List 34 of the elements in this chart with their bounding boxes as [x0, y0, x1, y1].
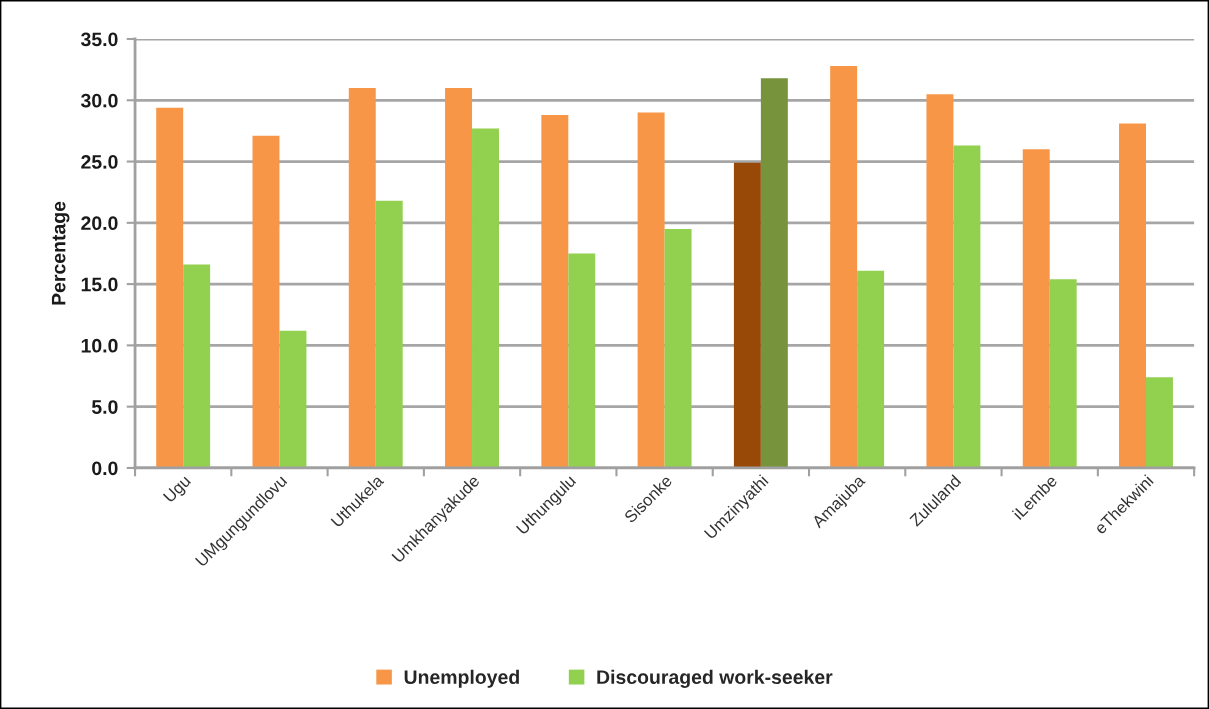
bar	[760, 78, 788, 468]
bar	[637, 112, 665, 468]
y-tick-label: 25.0	[81, 155, 118, 169]
bar	[183, 264, 211, 468]
y-tick-label: 20.0	[81, 216, 118, 231]
bar	[252, 135, 280, 468]
bar	[348, 88, 376, 468]
bar	[279, 330, 307, 468]
bar	[953, 145, 981, 468]
bar	[156, 107, 184, 468]
y-axis-title: Percentage	[51, 201, 70, 305]
y-tick-label: 15.0	[81, 277, 118, 292]
y-tick-label: 5.0	[91, 400, 118, 414]
x-tick-label: Ugu	[162, 474, 194, 506]
bar	[1049, 279, 1077, 468]
bar	[541, 114, 569, 468]
y-tick-label: 0.0	[92, 461, 118, 476]
bar	[1145, 377, 1173, 468]
bar	[472, 128, 499, 468]
bar	[1022, 149, 1050, 468]
bar	[1119, 123, 1146, 468]
y-tick-label: 35.0	[80, 32, 118, 47]
legend-label: Unemployed	[404, 669, 519, 688]
bar	[445, 88, 473, 468]
bar	[664, 228, 692, 468]
y-tick-label: 10.0	[81, 338, 118, 353]
bar	[926, 94, 954, 468]
bar	[857, 270, 885, 468]
bar	[568, 253, 596, 468]
legend-label: Discouraged work-seeker	[597, 669, 833, 688]
bar	[830, 65, 858, 468]
bar	[733, 162, 761, 468]
y-tick-label: 30.0	[80, 93, 118, 108]
bar	[375, 200, 403, 468]
